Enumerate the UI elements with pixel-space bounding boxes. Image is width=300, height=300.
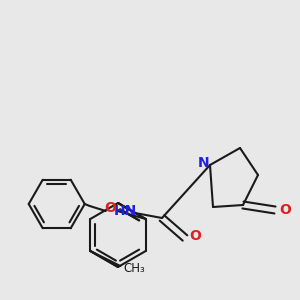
Text: O: O [279, 203, 291, 217]
Text: N: N [198, 156, 210, 170]
Text: HN: HN [113, 204, 136, 218]
Text: CH₃: CH₃ [123, 262, 145, 275]
Text: O: O [104, 201, 116, 215]
Text: O: O [189, 229, 201, 243]
